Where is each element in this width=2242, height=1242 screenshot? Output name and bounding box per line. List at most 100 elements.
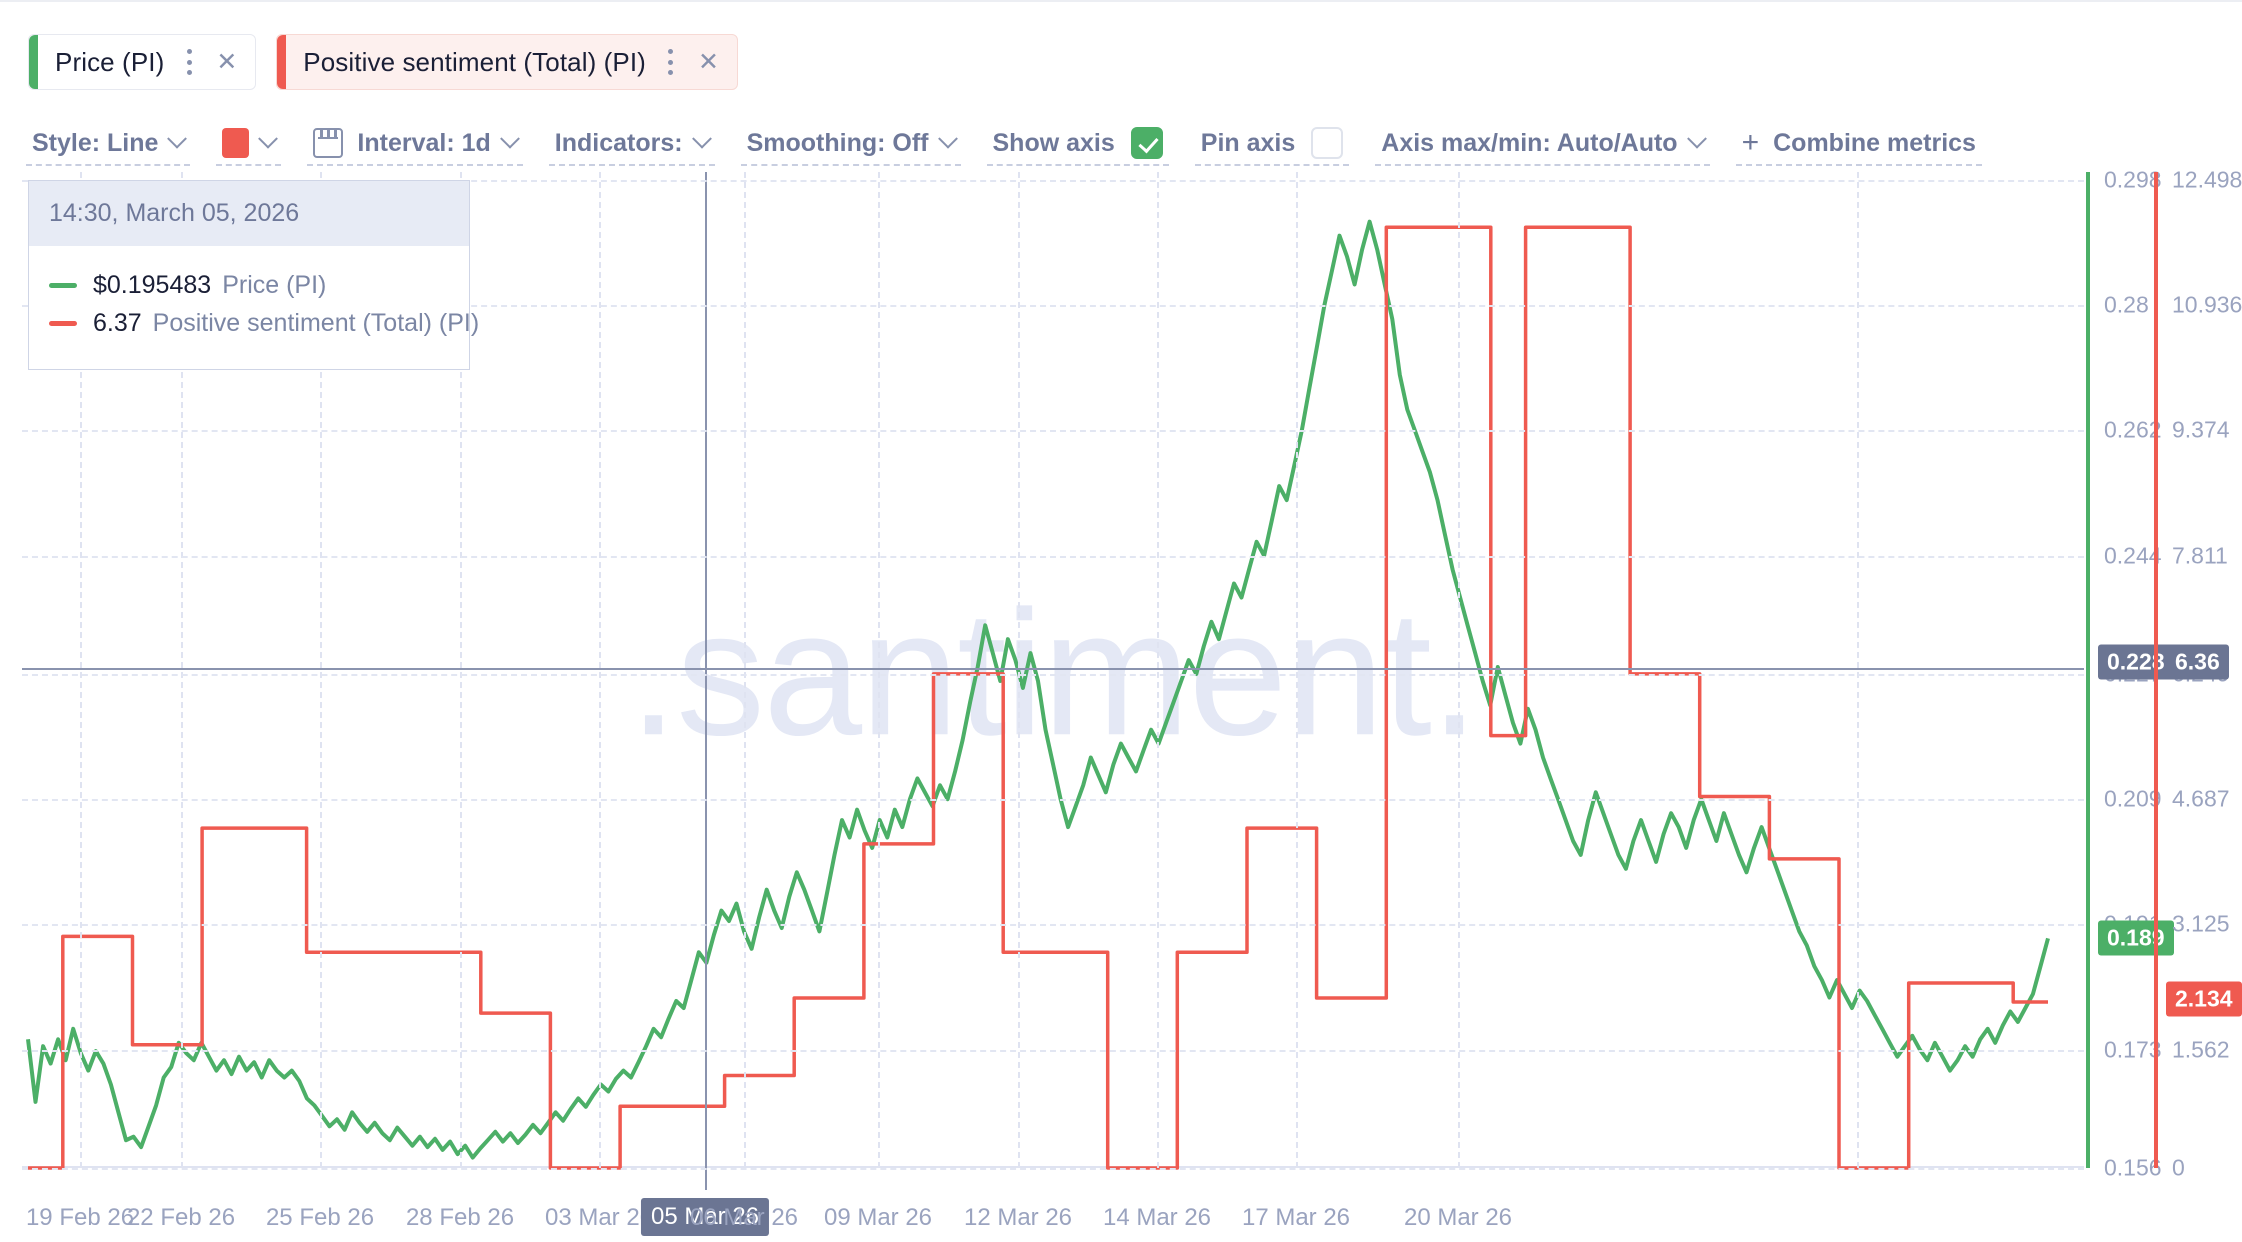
axis-tick-label: 1.562: [2172, 1036, 2230, 1063]
horizontal-gridline: [22, 1049, 2084, 1052]
series-color-dash: [49, 321, 77, 326]
chart-tooltip: 14:30, March 05, 2026 $0.195483 Price (P…: [28, 180, 479, 370]
metric-chips: Price (PI) ✕ Positive sentiment (Total) …: [28, 34, 738, 90]
chevron-down-icon: [937, 128, 958, 149]
tooltip-metric-name: Price (PI): [222, 271, 327, 299]
axis-tick-label: 0.209: [2104, 785, 2162, 812]
chevron-down-icon: [167, 128, 188, 149]
axis-minmax-label: Axis max/min: Auto/Auto: [1381, 128, 1678, 157]
horizontal-gridline: [22, 430, 2084, 433]
horizontal-gridline: [22, 1168, 2084, 1170]
smoothing-label: Smoothing: Off: [746, 128, 929, 157]
combine-metrics-label: Combine metrics: [1773, 128, 1976, 157]
pin-axis-label: Pin axis: [1200, 128, 1296, 157]
close-icon[interactable]: ✕: [216, 47, 238, 76]
axis-tick-label: 0.156: [2104, 1154, 2162, 1181]
horizontal-gridline: [22, 180, 2084, 182]
x-axis-label: 14 Mar 26: [1102, 1204, 1212, 1231]
metric-color-bar: [29, 35, 38, 89]
smoothing-dropdown[interactable]: Smoothing: Off: [740, 126, 961, 166]
x-axis-label: 25 Feb 26: [265, 1204, 375, 1231]
combine-metrics-button[interactable]: + Combine metrics: [1735, 126, 1983, 166]
last-value-badge: 2.134: [2166, 981, 2242, 1017]
chevron-down-icon: [1686, 128, 1707, 149]
x-axis-label: 22 Feb 26: [126, 1204, 236, 1231]
tooltip-timestamp: 14:30, March 05, 2026: [29, 181, 469, 246]
crosshair-value-badge: 6.36: [2166, 644, 2229, 680]
crosshair-vertical: [705, 172, 707, 1190]
calendar-icon: [313, 128, 344, 158]
x-axis-label: 06 Mar 26: [689, 1204, 799, 1231]
price-line: [26, 219, 2050, 1160]
x-baseline: [22, 1166, 2084, 1168]
pin-axis-checkbox[interactable]: [1311, 127, 1344, 159]
x-axis-label: 20 Mar 26: [1403, 1204, 1513, 1231]
x-axis-label: 19 Feb 26: [25, 1204, 135, 1231]
x-axis-labels: 19 Feb 26 22 Feb 26 25 Feb 26 28 Feb 26 03 M…: [0, 1196, 2242, 1242]
interval-label: Interval: 1d: [357, 128, 491, 157]
tooltip-value: 6.37: [93, 309, 142, 337]
indicators-label: Indicators:: [554, 128, 683, 157]
metric-chip-label: Positive sentiment (Total) (PI): [303, 46, 646, 77]
axis-tick-label: 0.28: [2104, 291, 2149, 318]
vertical-gridline: [460, 172, 462, 1168]
tooltip-rows: $0.195483 Price (PI) 6.37 Positive senti…: [29, 246, 479, 369]
style-label: Style: Line: [32, 128, 159, 157]
horizontal-gridline: [22, 924, 2084, 927]
close-icon[interactable]: ✕: [697, 47, 719, 76]
chart-toolbar: Style: Line Interval: 1d Indicators: Smo…: [26, 126, 2008, 166]
axis-tick-label: 4.687: [2172, 785, 2230, 812]
crosshair-value-badge: 0.228: [2098, 644, 2174, 680]
color-picker[interactable]: [216, 126, 282, 166]
style-dropdown[interactable]: Style: Line: [26, 126, 191, 166]
show-axis-toggle[interactable]: Show axis: [986, 126, 1170, 166]
tooltip-row-price: $0.195483 Price (PI): [49, 271, 449, 300]
interval-dropdown[interactable]: Interval: 1d: [307, 126, 524, 166]
axis-tick-label: 9.374: [2172, 416, 2230, 443]
kebab-menu-icon[interactable]: [186, 49, 192, 75]
indicators-dropdown[interactable]: Indicators:: [548, 126, 715, 166]
metric-chip-label: Price (PI): [55, 46, 165, 77]
horizontal-gridline: [22, 305, 2084, 308]
chevron-down-icon: [499, 128, 520, 149]
x-axis-label: 17 Mar 26: [1241, 1204, 1351, 1231]
vertical-gridline: [1296, 172, 1298, 1168]
vertical-gridline: [1458, 172, 1460, 1168]
horizontal-gridline: [22, 674, 2084, 676]
y-axis-price-line: [2086, 172, 2090, 1168]
metric-color-bar: [277, 35, 287, 89]
tooltip-row-sentiment: 6.37 Positive sentiment (Total) (PI): [49, 309, 479, 338]
axis-tick-label: 3.125: [2172, 910, 2230, 937]
chevron-down-icon: [691, 128, 712, 149]
axis-tick-label: 0.244: [2104, 542, 2162, 569]
axis-minmax-dropdown[interactable]: Axis max/min: Auto/Auto: [1375, 126, 1710, 166]
vertical-gridline: [599, 172, 601, 1168]
x-axis-active-label: 05 Mar 26: [640, 1198, 770, 1236]
horizontal-gridline: [22, 799, 2084, 802]
axis-tick-label: 10.936: [2172, 291, 2242, 318]
pin-axis-toggle[interactable]: Pin axis: [1194, 126, 1350, 166]
series-color-dash: [49, 283, 77, 288]
plus-icon: +: [1741, 126, 1760, 159]
crosshair-horizontal: [22, 668, 2084, 670]
metric-chip-positive-sentiment[interactable]: Positive sentiment (Total) (PI) ✕: [276, 34, 738, 90]
vertical-gridline: [320, 172, 322, 1168]
tooltip-value: $0.195483: [93, 271, 212, 299]
show-axis-label: Show axis: [992, 128, 1115, 157]
positive-sentiment-step-line: [28, 225, 2048, 1170]
metric-chip-price[interactable]: Price (PI) ✕: [28, 34, 257, 90]
y-axis-sentiment-line: [2154, 172, 2158, 1168]
axis-tick-label: 0.298: [2104, 166, 2162, 193]
chevron-down-icon: [258, 128, 279, 149]
show-axis-checkbox[interactable]: [1130, 127, 1163, 159]
tooltip-metric-name: Positive sentiment (Total) (PI): [152, 309, 480, 337]
axis-tick-label: 0.262: [2104, 416, 2162, 443]
vertical-gridline: [80, 172, 82, 1168]
horizontal-gridline: [22, 555, 2084, 558]
vertical-gridline: [1157, 172, 1159, 1168]
series-paths: [26, 219, 2050, 1170]
x-axis-label: 28 Feb 26: [405, 1204, 515, 1231]
top-divider: [0, 0, 2242, 2]
vertical-gridline: [744, 172, 746, 1168]
kebab-menu-icon[interactable]: [668, 49, 674, 75]
